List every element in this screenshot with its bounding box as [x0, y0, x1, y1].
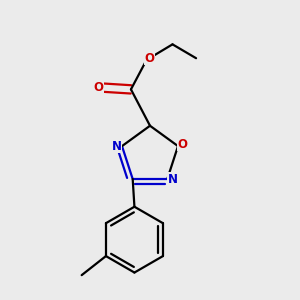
Text: O: O: [94, 81, 104, 94]
Text: N: N: [168, 172, 178, 185]
Text: N: N: [112, 140, 122, 153]
Text: O: O: [144, 52, 154, 65]
Text: O: O: [177, 138, 187, 151]
